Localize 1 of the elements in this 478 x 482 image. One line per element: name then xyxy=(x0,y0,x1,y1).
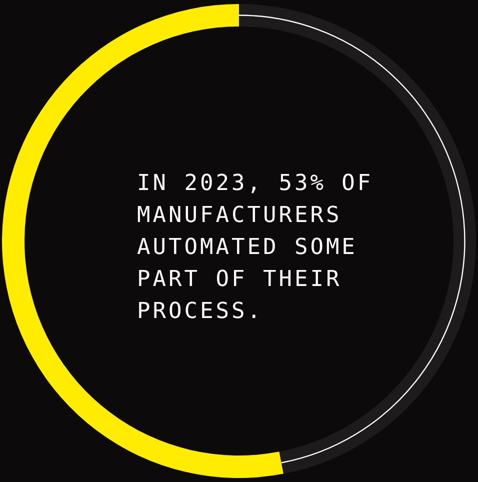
text: IN 2023, 53% OF MANUFACTURERS AUTOMATED SOME PART OF THEIR PROCESS. xyxy=(137,170,374,326)
